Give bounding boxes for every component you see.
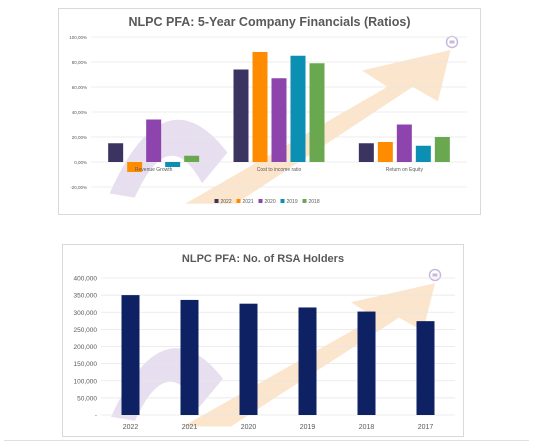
legend-label: 2020: [265, 199, 276, 205]
watermark-arrow-orange: [185, 50, 451, 204]
bar-2020: [271, 78, 287, 162]
y-tick-label: 350,000: [74, 293, 98, 300]
legend-label: 2018: [309, 199, 320, 205]
chart-title: NLPC PFA: 5-Year Company Financials (Rat…: [128, 15, 411, 29]
watermark-icon: [445, 35, 459, 49]
y-tick-label: 0,00%: [74, 160, 87, 165]
legend-swatch-2019: [280, 199, 285, 203]
chart-title: NLPC PFA: No. of RSA Holders: [181, 253, 345, 265]
legend-swatch-2021: [236, 199, 241, 203]
bar-2020: [146, 119, 162, 162]
bar-2019: [165, 162, 181, 167]
y-tick-label: 250,000: [74, 327, 98, 334]
bar-2018: [309, 63, 325, 162]
x-tick-label: 2017: [418, 424, 434, 431]
bar-2021: [127, 162, 143, 172]
y-tick-label: 300,000: [74, 310, 98, 317]
x-category-label: Return on Equity: [386, 167, 424, 173]
x-tick-label: 2018: [359, 424, 375, 431]
bar-2021: [377, 142, 393, 162]
bar-2019: [290, 55, 306, 162]
x-tick-label: 2022: [123, 424, 139, 431]
y-tick-label: -: [95, 413, 97, 420]
bar-2019: [298, 307, 317, 415]
bar-2020: [239, 303, 258, 415]
x-category-label: Revenue Growth: [135, 167, 173, 173]
y-tick-label: 60,00%: [72, 85, 87, 90]
watermark-arrow: [109, 35, 459, 204]
bar-2019: [415, 145, 431, 162]
watermark-arrow-orange: [183, 283, 435, 427]
page-divider: [4, 440, 529, 441]
chart-plot-area: 400,000 350,000 300,000 250,000 200,000 150,0…: [74, 276, 455, 431]
y-tick-label: -20,00%: [70, 185, 87, 190]
y-tick-label: 100,00%: [69, 35, 87, 40]
bar-2021: [252, 52, 268, 162]
legend-label: 2022: [221, 199, 232, 205]
bar-2017: [416, 321, 435, 415]
watermark-swirl-purple: [109, 119, 228, 198]
y-tick-label: 150,000: [74, 361, 98, 368]
bar-2018: [434, 137, 450, 162]
bar-2021: [180, 299, 199, 415]
y-tick-label: 100,000: [74, 378, 98, 385]
x-tick-label: 2019: [300, 424, 316, 431]
y-tick-label: 50,000: [77, 395, 97, 402]
legend-label: 2019: [287, 199, 298, 205]
bar-2022: [108, 143, 124, 162]
y-tick-label: 80,00%: [72, 60, 87, 65]
bar-2022: [121, 295, 140, 415]
x-tick-label: 2020: [241, 424, 257, 431]
legend-swatch-2020: [258, 199, 263, 203]
rsa-holders-chart: NLPC PFA: No. of RSA Holders 400,000 350,…: [62, 244, 464, 437]
legend-label: 2021: [243, 199, 254, 205]
x-tick-label: 2021: [182, 424, 198, 431]
bar-2018: [357, 311, 376, 415]
watermark-icon-inner: [432, 273, 438, 277]
y-tick-label: 20,00%: [72, 135, 87, 140]
bar-2022: [358, 143, 374, 162]
bar-2020: [396, 124, 412, 162]
y-tick-label: 40,00%: [72, 110, 87, 115]
y-tick-label: 400,000: [74, 276, 98, 283]
watermark-icon: [428, 268, 442, 282]
x-category-label: Cost to income ratio: [257, 167, 302, 173]
bar-2018: [184, 155, 200, 162]
legend-swatch-2022: [214, 199, 219, 203]
y-tick-label: 200,000: [74, 344, 98, 351]
legend-swatch-2018: [302, 199, 307, 203]
watermark-icon-inner: [449, 40, 455, 44]
bar-2022: [233, 69, 249, 162]
chart-plot-area: 100,00% 80,00% 60,00% 40,00% 20,00% 0,00% -20,…: [69, 35, 467, 205]
financial-ratios-chart: NLPC PFA: 5-Year Company Financials (Rat…: [58, 8, 481, 215]
